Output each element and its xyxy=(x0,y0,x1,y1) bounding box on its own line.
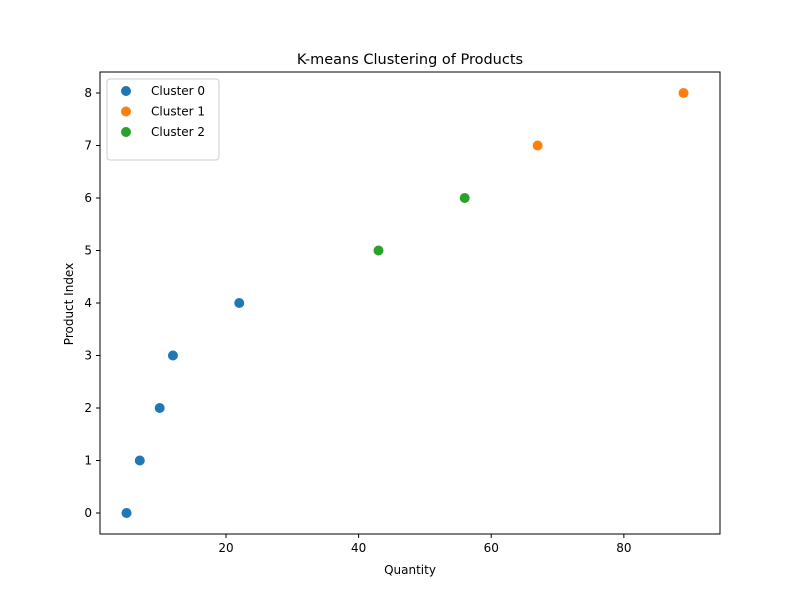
y-tick-label: 0 xyxy=(84,506,92,520)
data-point xyxy=(678,88,689,98)
x-tick-label: 60 xyxy=(484,541,499,555)
y-tick-label: 7 xyxy=(84,139,92,153)
legend-marker xyxy=(121,86,131,96)
data-point xyxy=(167,350,178,361)
legend-box xyxy=(106,78,220,161)
chart-title: K-means Clustering of Products xyxy=(297,52,523,68)
data-point xyxy=(154,403,165,413)
x-tick-label: 20 xyxy=(218,541,233,555)
y-tick-label: 3 xyxy=(84,349,92,363)
plot-area: 20 40 60 80 0 1 2 3 4 5 6 7 8 xyxy=(84,71,721,555)
y-tick-label: 2 xyxy=(84,401,92,415)
legend-marker xyxy=(121,127,131,137)
data-point xyxy=(234,298,245,308)
y-tick-label: 6 xyxy=(84,191,92,205)
x-axis-label: Quantity xyxy=(384,563,436,577)
y-axis-label: Product Index xyxy=(62,263,76,345)
legend-label: Cluster 1 xyxy=(151,105,205,119)
data-point xyxy=(459,193,470,203)
data-point xyxy=(134,455,145,466)
data-point xyxy=(373,245,384,256)
legend: Cluster 0 Cluster 1 Cluster 2 xyxy=(106,78,220,161)
y-tick-label: 8 xyxy=(84,86,92,100)
data-point xyxy=(121,508,132,518)
y-tick-label: 4 xyxy=(84,296,92,310)
x-tick-label: 80 xyxy=(616,541,631,555)
y-tick-label: 1 xyxy=(84,454,92,468)
legend-marker xyxy=(121,106,131,117)
y-tick-label: 5 xyxy=(84,244,92,258)
x-tick-label: 40 xyxy=(351,541,366,555)
data-point xyxy=(532,140,543,151)
legend-label: Cluster 2 xyxy=(151,125,205,139)
legend-label: Cluster 0 xyxy=(151,84,205,98)
